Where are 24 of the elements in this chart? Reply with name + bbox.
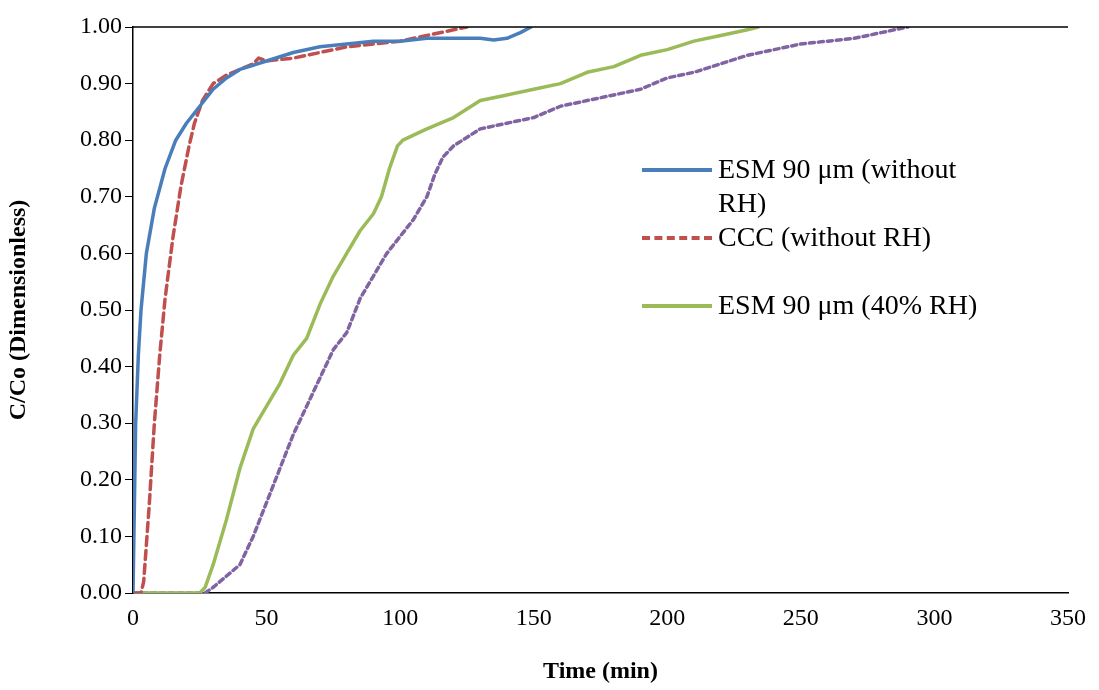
- x-tick-label: 350: [1050, 603, 1086, 630]
- y-tick-label: 1.00: [80, 12, 122, 39]
- x-tick-label: 200: [649, 603, 686, 630]
- legend-label: ESM 90 μm (40% RH): [718, 288, 979, 322]
- y-tick-label: 0.80: [80, 125, 122, 152]
- x-tick-label: 300: [916, 603, 953, 630]
- y-tick-label: 0.60: [80, 238, 122, 265]
- y-tick-label: 0.10: [80, 521, 122, 548]
- y-tick-label: 0.50: [80, 295, 122, 322]
- x-tick-label: 50: [254, 603, 279, 630]
- y-tick-label: 0.20: [80, 465, 122, 492]
- y-tick-label: 0.70: [80, 182, 122, 209]
- x-tick-label: 0: [127, 603, 139, 630]
- x-tick-label: 150: [515, 603, 552, 630]
- y-tick-label: 0.30: [80, 408, 122, 435]
- x-tick-label: 250: [782, 603, 819, 630]
- legend-label: ESM 90 μm (without RH): [718, 152, 958, 220]
- x-tick-label: 100: [382, 603, 419, 630]
- y-tick-label: 0.90: [80, 68, 122, 95]
- y-axis-title: C/Co (Dimensionless): [3, 199, 30, 421]
- y-tick-label: 0.40: [80, 351, 122, 378]
- y-tick-label: 0.00: [80, 578, 122, 605]
- x-axis-title: Time (min): [543, 656, 658, 683]
- legend-label: CCC (without RH): [718, 220, 933, 254]
